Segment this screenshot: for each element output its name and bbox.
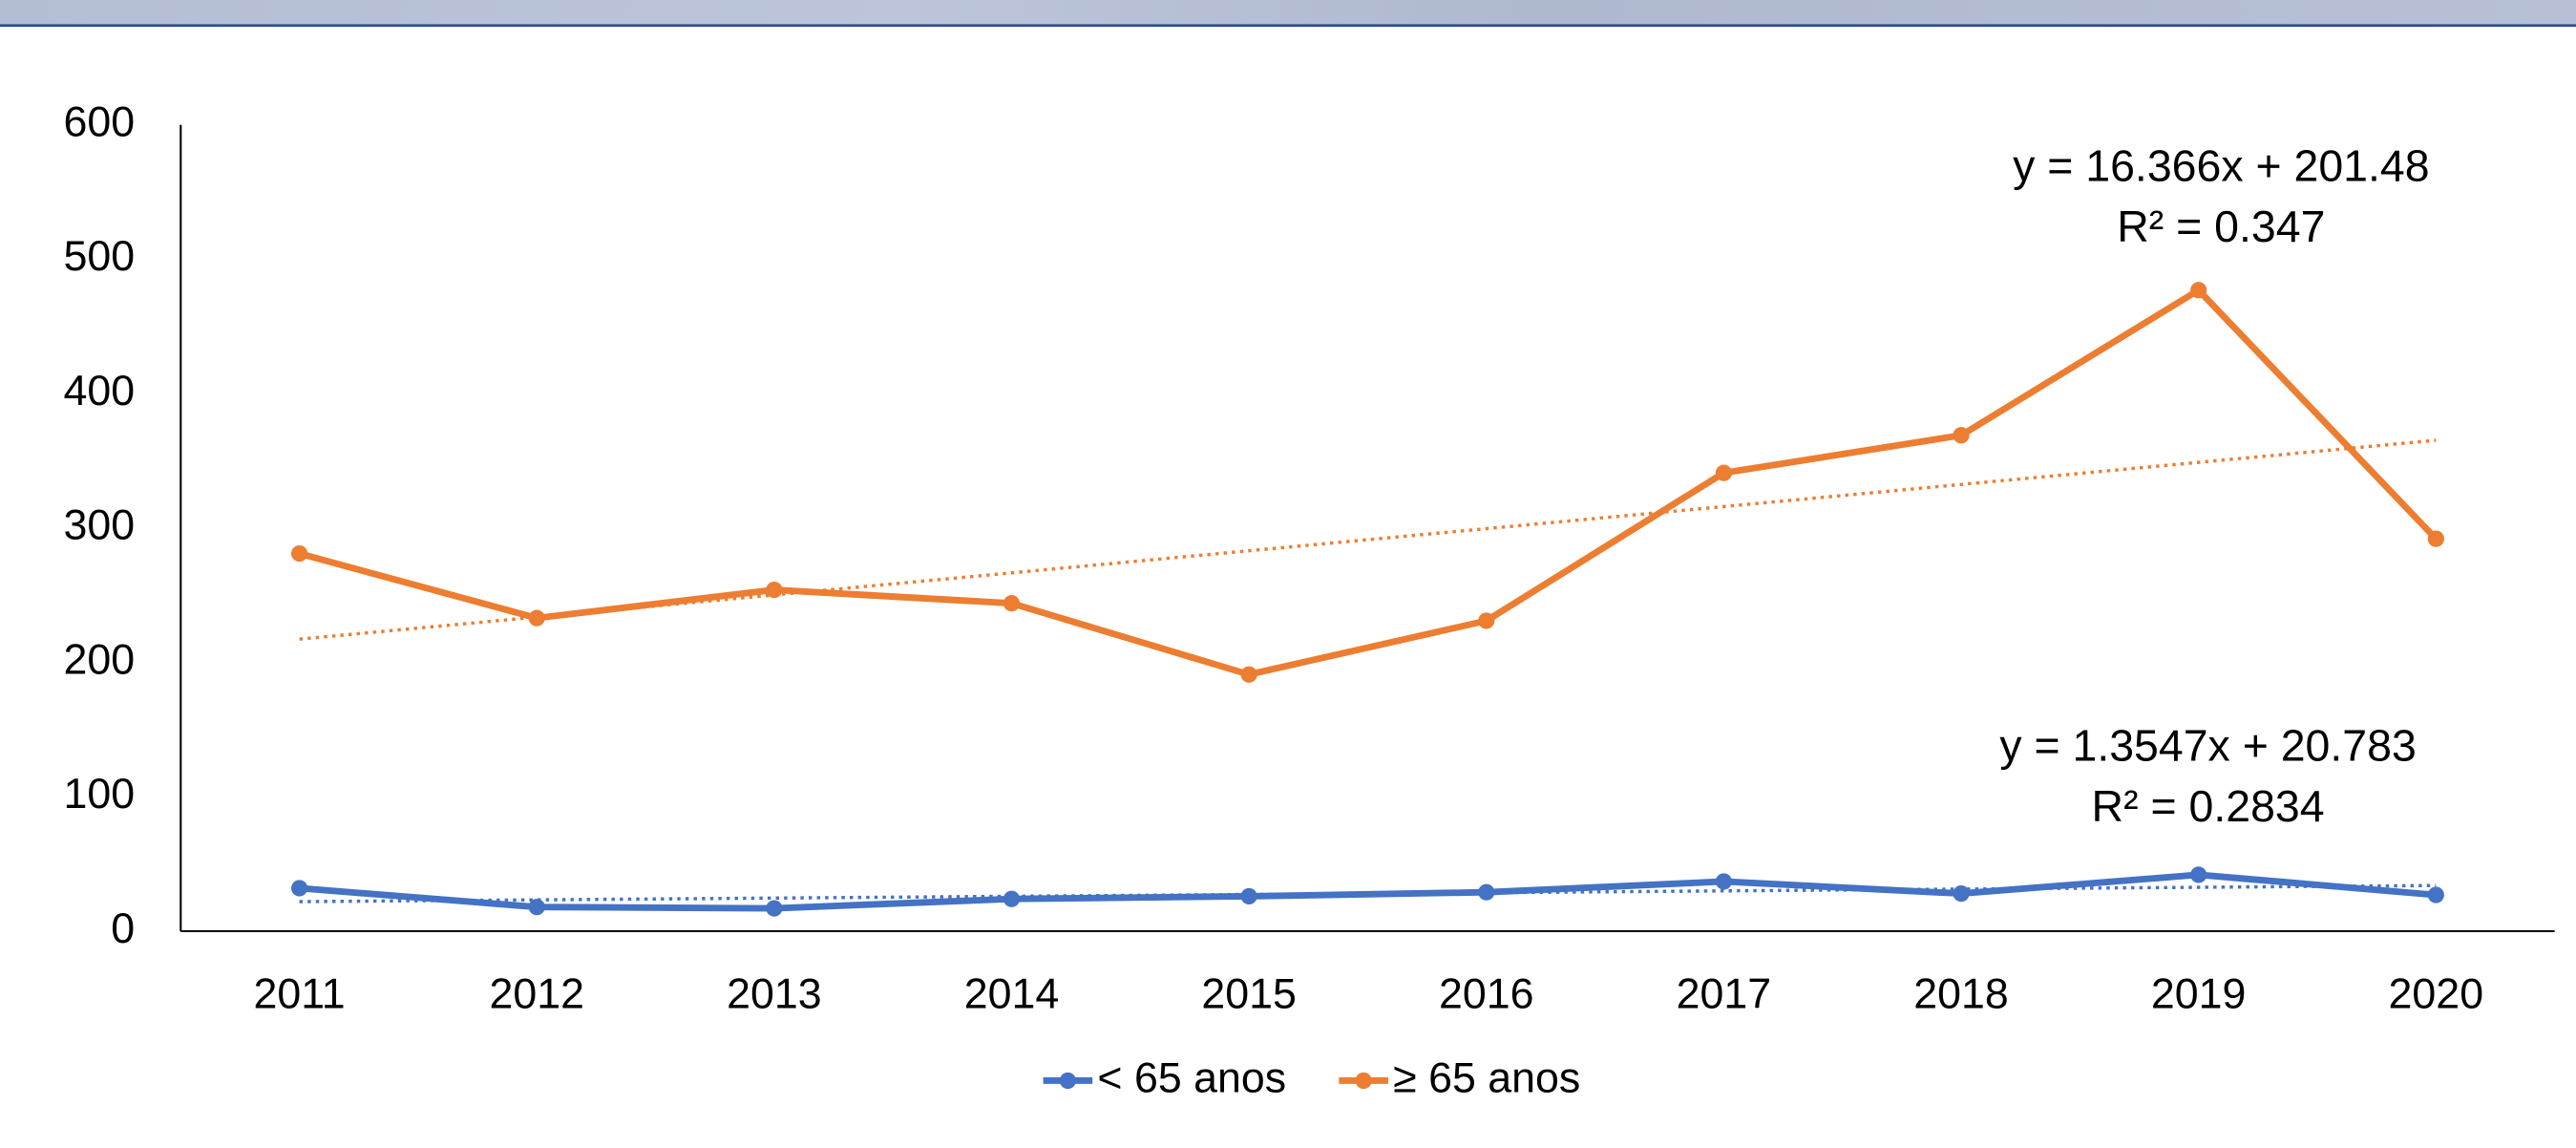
legend-label: ≥ 65 anos (1393, 1054, 1580, 1101)
x-tick-label: 2011 (253, 971, 345, 1018)
y-tick-label: 100 (63, 771, 135, 818)
trendline-equation: y = 1.3547x + 20.783 (1999, 720, 2416, 770)
y-tick-label: 400 (63, 368, 135, 415)
y-tick-label: 500 (63, 233, 135, 280)
data-point (1953, 885, 1970, 903)
data-point (1478, 883, 1495, 901)
data-point (528, 899, 545, 916)
legend-marker (1355, 1072, 1372, 1090)
data-point (2190, 282, 2207, 299)
x-tick-label: 2018 (1913, 971, 2009, 1018)
data-point (528, 609, 545, 627)
data-point (1953, 427, 1970, 444)
series-line (299, 871, 2437, 912)
data-point (2427, 530, 2444, 547)
x-tick-label: 2014 (964, 971, 1060, 1018)
data-point (2427, 886, 2444, 904)
x-tick-label: 2012 (489, 971, 584, 1018)
y-tick-label: 200 (63, 636, 135, 683)
trendline-equation: R² = 0.347 (2117, 202, 2325, 251)
series-line (298, 287, 2439, 678)
data-point (1240, 666, 1257, 683)
x-tick-label: 2013 (727, 971, 822, 1018)
x-tick-label: 2020 (2389, 971, 2484, 1018)
data-point (2190, 866, 2207, 883)
data-point (290, 880, 308, 897)
data-point (1478, 612, 1495, 629)
y-tick-label: 300 (63, 502, 135, 549)
x-tick-label: 2015 (1201, 971, 1297, 1018)
data-point (766, 581, 783, 599)
data-point (766, 900, 783, 917)
trendline-equation: R² = 0.2834 (2092, 781, 2325, 831)
data-point (1715, 464, 1733, 481)
y-tick-label: 0 (111, 905, 135, 952)
legend-marker (1059, 1072, 1077, 1090)
x-tick-label: 2016 (1439, 971, 1534, 1018)
data-point (1715, 873, 1733, 890)
trendline-equation: y = 16.366x + 201.48 (2013, 140, 2429, 190)
y-tick-label: 600 (63, 99, 135, 146)
legend-label: < 65 anos (1097, 1054, 1286, 1101)
data-point (1003, 595, 1021, 612)
x-tick-label: 2017 (1677, 971, 1772, 1018)
data-point (1240, 887, 1257, 905)
x-tick-label: 2019 (2151, 971, 2247, 1018)
data-point (1003, 890, 1021, 907)
data-point (290, 544, 308, 563)
header-banner (0, 0, 2576, 25)
